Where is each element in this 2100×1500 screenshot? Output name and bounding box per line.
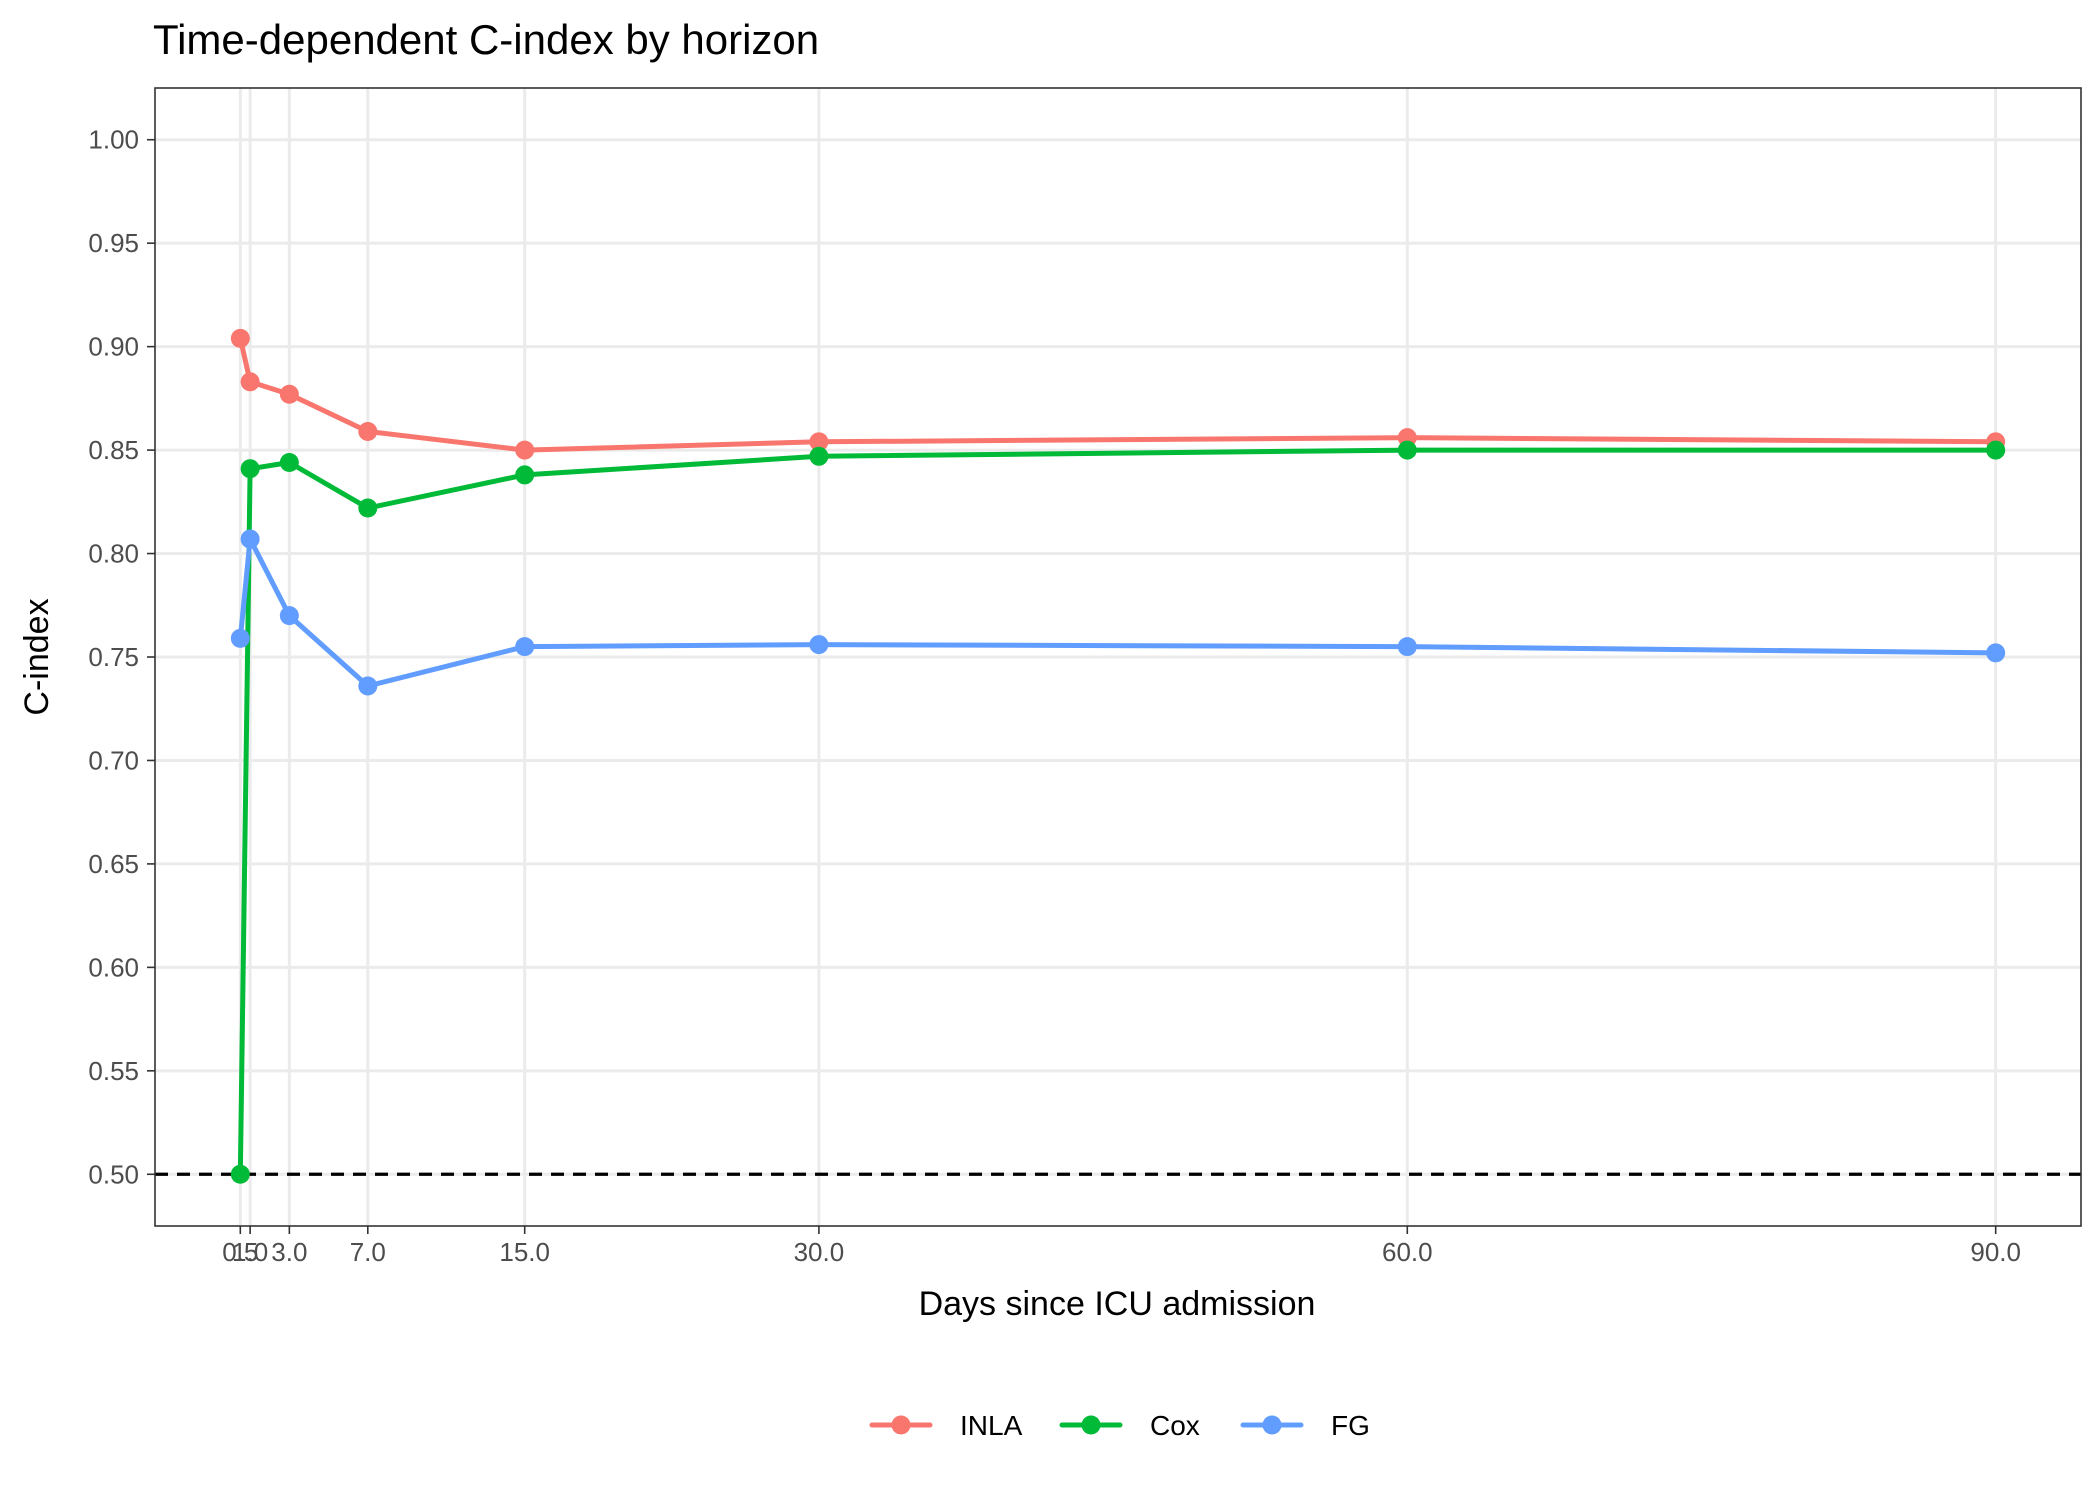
legend-key-point-cox [1081, 1415, 1101, 1435]
y-tick-label-0: 0.50 [88, 1159, 139, 1189]
data-point-cox-0 [230, 1164, 250, 1184]
data-point-cox-6 [1397, 440, 1417, 460]
legend-label-fg: FG [1331, 1410, 1370, 1441]
data-point-fg-4 [515, 637, 535, 657]
x-tick-label-3: 7.0 [350, 1237, 386, 1267]
data-point-fg-0 [230, 628, 250, 648]
series-layer [230, 328, 2006, 1184]
data-point-inla-5 [809, 432, 829, 452]
y-tick-label-10: 1.00 [88, 125, 139, 155]
x-tick-label-4: 15.0 [499, 1237, 550, 1267]
data-point-inla-2 [279, 384, 299, 404]
data-point-cox-2 [279, 453, 299, 473]
y-tick-label-1: 0.55 [88, 1056, 139, 1086]
y-tick-label-8: 0.90 [88, 332, 139, 362]
data-point-cox-7 [1986, 440, 2006, 460]
data-point-inla-0 [230, 328, 250, 348]
legend-key-point-fg [1262, 1415, 1282, 1435]
legend-label-inla: INLA [960, 1410, 1023, 1441]
x-tick-label-7: 90.0 [1970, 1237, 2021, 1267]
data-point-inla-1 [240, 372, 260, 392]
chart-title: Time-dependent C-index by horizon [153, 16, 819, 63]
legend-label-cox: Cox [1150, 1410, 1200, 1441]
data-point-fg-7 [1986, 643, 2006, 663]
y-tick-label-7: 0.85 [88, 435, 139, 465]
series-cox [230, 440, 2006, 1184]
y-tick-label-6: 0.80 [88, 539, 139, 569]
y-axis-title: C-index [18, 598, 56, 715]
data-point-cox-4 [515, 465, 535, 485]
x-tick-label-0: 0.5 [222, 1237, 258, 1267]
legend-item-cox: Cox [1059, 1410, 1200, 1441]
legend-key-point-inla [891, 1415, 911, 1435]
data-point-inla-4 [515, 440, 535, 460]
data-point-fg-3 [358, 676, 378, 696]
x-tick-label-2: 3.0 [271, 1237, 307, 1267]
legend: INLA Cox FG [869, 1410, 1370, 1441]
legend-item-fg: FG [1240, 1410, 1370, 1441]
data-point-cox-3 [358, 498, 378, 518]
y-tick-label-5: 0.75 [88, 642, 139, 672]
data-point-fg-2 [279, 606, 299, 626]
x-tick-label-6: 60.0 [1382, 1237, 1433, 1267]
data-point-cox-5 [809, 446, 829, 466]
x-tick-label-5: 30.0 [794, 1237, 845, 1267]
data-point-cox-1 [240, 459, 260, 479]
series-inla [230, 328, 2006, 460]
axis-layer: 0.50 0.55 0.60 0.65 0.70 0.75 0.80 0.85 0.90 0.95… [88, 125, 2021, 1267]
series-fg [230, 529, 2006, 696]
y-tick-label-9: 0.95 [88, 228, 139, 258]
x-axis-title: Days since ICU admission [919, 1285, 1316, 1323]
y-tick-label-3: 0.65 [88, 849, 139, 879]
y-tick-label-4: 0.70 [88, 745, 139, 775]
series-line-fg [237, 536, 1999, 689]
x-tick-label-1: 1.0 [232, 1237, 268, 1267]
data-point-fg-1 [240, 529, 260, 549]
y-tick-label-2: 0.60 [88, 952, 139, 982]
data-point-fg-6 [1397, 637, 1417, 657]
data-point-fg-5 [809, 635, 829, 655]
data-point-inla-3 [358, 421, 378, 441]
legend-item-inla: INLA [869, 1410, 1023, 1441]
